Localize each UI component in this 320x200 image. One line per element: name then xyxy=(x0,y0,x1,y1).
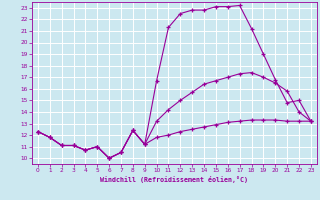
X-axis label: Windchill (Refroidissement éolien,°C): Windchill (Refroidissement éolien,°C) xyxy=(100,176,248,183)
